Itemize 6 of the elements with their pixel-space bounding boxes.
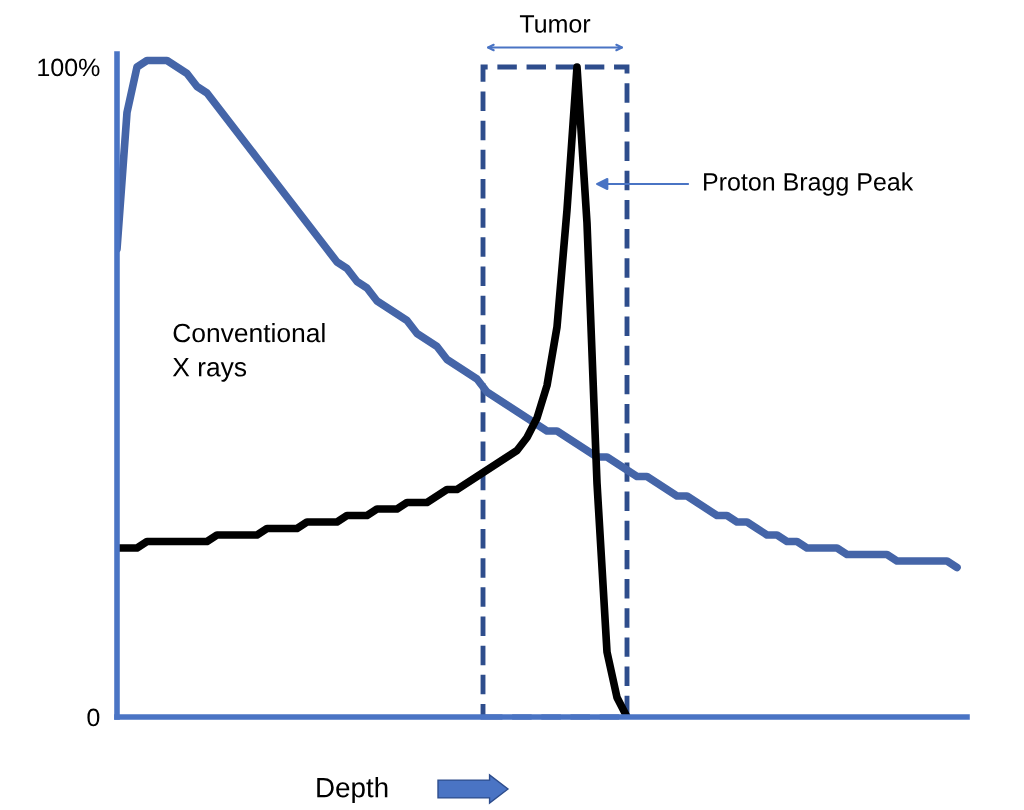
- text: Tumor: [519, 15, 591, 33]
- y-tick-label: 0: [87, 708, 100, 727]
- annotation: Proton Bragg Peak: [704, 172, 914, 196]
- annotation: Conventional X rays: [172, 322, 325, 382]
- x-axis-title: Depth: [317, 777, 388, 803]
- y-tick-label: 100%: [38, 58, 100, 77]
